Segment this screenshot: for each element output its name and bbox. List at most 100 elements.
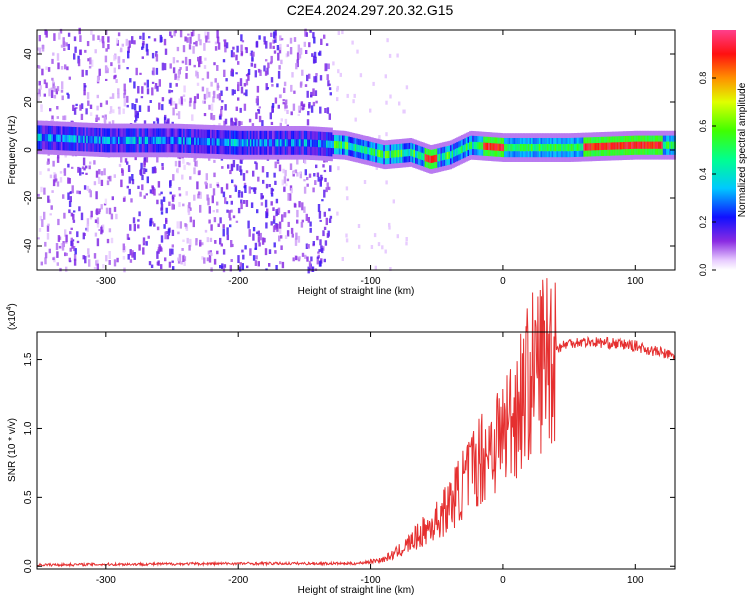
spectrogram-noise-cell [269, 61, 273, 65]
spectrogram-ridge-core [218, 138, 221, 146]
spectrogram-noise-cell [229, 224, 232, 228]
spectrogram-ridge-core [202, 137, 205, 146]
spectrogram-noise-cell [237, 207, 241, 214]
spectrogram-ridge-core [172, 136, 174, 144]
spectrogram-noise-cell [130, 198, 133, 203]
spectrogram-noise-cell [156, 199, 159, 205]
spectrogram-ridge-core [664, 141, 667, 149]
spectrogram-noise-cell [131, 36, 134, 44]
spectrogram-ridge-core [43, 134, 46, 142]
spectrogram-ridge-core [429, 155, 432, 163]
spectrogram-ridge-core [270, 139, 273, 147]
spectrogram-ridge-core [165, 136, 168, 144]
spectrogram-noise-cell [139, 35, 142, 40]
spectrogram-noise-cell [159, 246, 162, 252]
spectrogram-noise-cell [324, 240, 328, 246]
spectrogram-ridge-core [56, 134, 59, 142]
spectrogram-noise-cell [255, 98, 259, 104]
spectrogram-ridge-core [594, 143, 597, 151]
spectrogram-noise-cell [117, 88, 120, 95]
spectrogram-noise-cell [289, 193, 292, 201]
spectrogram-noise-cell [38, 88, 41, 97]
spectrogram-noise-cell [306, 183, 309, 187]
spectrogram-noise-cell [239, 262, 242, 267]
spectrogram-noise-cell [345, 238, 349, 243]
spectrogram-noise-cell [261, 166, 265, 173]
spectrogram-ridge-core [481, 142, 484, 150]
spectrogram-noise-cell [303, 206, 306, 213]
spectrogram-noise-cell [279, 226, 282, 235]
spectrogram-noise-cell [224, 197, 227, 204]
spectrogram-y-tick-label: 0 [23, 147, 34, 153]
spectrogram-noise-cell [129, 259, 133, 263]
spectrogram-noise-cell [304, 84, 308, 87]
spectrogram-ridge-core [562, 144, 565, 152]
spectrogram-noise-cell [308, 42, 311, 48]
spectrogram-ridge-core [545, 144, 548, 152]
spectrogram-noise-cell [231, 69, 234, 77]
spectrogram-noise-cell [155, 51, 158, 54]
spectrogram-noise-cell [165, 207, 168, 214]
spectrogram-noise-cell [171, 260, 174, 263]
spectrogram-ridge-core [122, 136, 125, 144]
spectrogram-ridge-core [37, 133, 39, 141]
spectrogram-noise-cell [241, 263, 244, 270]
spectrogram-noise-cell [226, 227, 229, 235]
spectrogram-noise-cell [195, 40, 198, 47]
spectrogram-noise-cell [129, 78, 132, 83]
spectrogram-noise-cell [88, 188, 91, 193]
spectrogram-noise-cell [178, 160, 181, 168]
spectrogram-noise-cell [378, 135, 381, 140]
spectrogram-noise-cell [312, 32, 315, 39]
spectrogram-noise-cell [282, 99, 285, 102]
spectrogram-ridge-core [153, 136, 155, 144]
spectrogram-noise-cell [305, 32, 308, 37]
spectrogram-noise-cell [82, 255, 85, 260]
spectrogram-noise-cell [220, 106, 224, 110]
spectrogram-noise-cell [73, 258, 77, 266]
snr-multiplier-label: (x104) [6, 303, 18, 330]
spectrogram-noise-cell [245, 89, 248, 97]
spectrogram-noise-cell [93, 181, 97, 186]
spectrogram-ridge-core [311, 139, 314, 147]
spectrogram-noise-cell [358, 244, 361, 249]
spectrogram-noise-cell [203, 113, 207, 117]
spectrogram-noise-cell [286, 51, 290, 57]
spectrogram-ridge-core [486, 142, 489, 150]
spectrogram-noise-cell [175, 83, 178, 87]
spectrogram-noise-cell [256, 209, 259, 214]
spectrogram-noise-cell [292, 103, 296, 111]
spectrogram-noise-cell [329, 215, 333, 219]
colorbar-ticks: 0.00.20.40.60.8 [698, 72, 716, 276]
spectrogram-noise-cell [243, 83, 247, 87]
spectrogram-noise-cell [162, 196, 166, 202]
spectrogram-noise-cell [230, 240, 233, 248]
spectrogram-noise-cell [48, 248, 51, 254]
spectrogram-noise-cell [320, 245, 323, 252]
spectrogram-ridge-core [375, 149, 378, 157]
spectrogram-ridge-core [624, 142, 627, 150]
spectrogram-noise-cell [93, 266, 97, 270]
spectrogram-noise-cell [69, 247, 72, 252]
spectrogram-noise-cell [185, 191, 188, 196]
spectrogram-noise-cell [403, 109, 406, 114]
spectrogram-noise-cell [137, 86, 140, 94]
spectrogram-noise-cell [326, 182, 329, 190]
spectrogram-noise-cell [323, 211, 326, 217]
spectrogram-noise-cell [148, 261, 152, 266]
spectrogram-ridge-core [48, 134, 51, 142]
spectrogram-noise-cell [95, 191, 98, 200]
spectrogram-noise-cell [385, 180, 388, 185]
spectrogram-ridge-core [491, 143, 494, 151]
spectrogram-noise-cell [375, 165, 378, 170]
spectrogram-ridge-core [343, 141, 346, 149]
spectrogram-noise-cell [97, 117, 100, 121]
spectrogram-noise-cell [231, 179, 234, 184]
spectrogram-ridge-core [70, 135, 73, 143]
spectrogram-noise-cell [299, 82, 303, 88]
spectrogram-noise-cell [306, 119, 310, 126]
spectrogram-noise-cell [262, 179, 265, 184]
spectrogram-noise-cell [143, 160, 146, 167]
spectrogram-noise-cell [188, 245, 191, 251]
